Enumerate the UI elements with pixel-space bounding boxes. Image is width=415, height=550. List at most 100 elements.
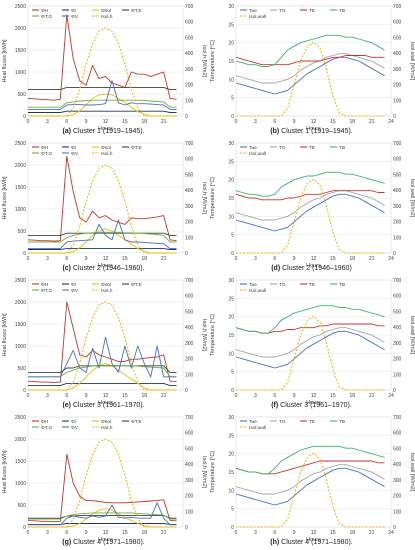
y-tick-label: 1000 bbox=[15, 207, 26, 213]
y2-tick-label: 0 bbox=[185, 388, 188, 394]
legend-label: Φsol bbox=[101, 145, 111, 151]
y2-tick-label: 400 bbox=[393, 325, 402, 331]
legend-label: TG bbox=[279, 8, 286, 14]
series-line-v bbox=[28, 219, 177, 250]
y2-tick-label: 500 bbox=[393, 172, 402, 178]
series-line-tb bbox=[235, 445, 385, 475]
y2-axis-label: Isol,wall [W/m2] bbox=[409, 316, 415, 355]
legend-label: ΦV bbox=[71, 14, 79, 20]
x-tick-label: 18 bbox=[349, 393, 355, 399]
y-tick-label: 5 bbox=[231, 233, 234, 239]
legend-label: Φi bbox=[71, 282, 76, 288]
x-tick-label: 15 bbox=[330, 256, 336, 262]
y-tick-label: 2000 bbox=[15, 437, 26, 443]
series-line-tg bbox=[28, 512, 177, 520]
legend-label: Φi bbox=[71, 419, 76, 425]
caption-label: (b) bbox=[270, 128, 279, 135]
y2-tick-label: 0 bbox=[185, 525, 188, 531]
caption-label: (a) bbox=[62, 128, 71, 135]
y-tick-label: 20 bbox=[228, 452, 234, 458]
legend-label: TE bbox=[309, 8, 315, 14]
x-tick-label: 6 bbox=[65, 256, 68, 262]
series-line-v bbox=[28, 80, 177, 110]
y2-tick-label: 0 bbox=[393, 388, 396, 394]
y-tick-label: 5 bbox=[231, 370, 234, 376]
x-tick-label: 9 bbox=[85, 530, 88, 536]
y-tick-label: 2500 bbox=[15, 141, 26, 147]
y-tick-label: 25 bbox=[228, 22, 234, 28]
x-tick-label: 6 bbox=[273, 119, 276, 125]
caption-text: Cluster 2 (1946–1960). bbox=[71, 265, 145, 272]
y2-tick-label: 100 bbox=[185, 98, 194, 104]
y2-tick-label: 300 bbox=[185, 67, 194, 73]
legend-label: Φsol bbox=[101, 282, 111, 288]
y2-axis-label: Isol,wall [W/m2] bbox=[409, 453, 415, 492]
series-line-tg bbox=[235, 327, 385, 358]
caption-label: (g) bbox=[62, 539, 71, 546]
y-tick-label: 25 bbox=[228, 296, 234, 302]
legend-label: Φi bbox=[71, 8, 76, 14]
y2-axis-label: Isol,h [W/m2] bbox=[201, 456, 207, 489]
x-axis-label: Hours bbox=[306, 263, 321, 269]
legend-label: Tae bbox=[249, 145, 257, 151]
y-tick-label: 15 bbox=[228, 59, 234, 65]
y2-tick-label: 200 bbox=[185, 494, 194, 500]
x-tick-label: 24 bbox=[388, 393, 394, 399]
x-tick-label: 18 bbox=[349, 256, 355, 262]
x-tick-label: 15 bbox=[330, 393, 336, 399]
x-tick-label: 12 bbox=[311, 256, 317, 262]
legend: ΦH Φi Φsol ΦT,E ΦT,G ΦV Isol,h bbox=[32, 419, 142, 431]
y-tick-label: 30 bbox=[228, 278, 234, 284]
y2-tick-label: 300 bbox=[185, 204, 194, 210]
x-tick-label: 9 bbox=[293, 530, 296, 536]
y2-tick-label: 600 bbox=[393, 431, 402, 437]
y2-tick-label: 200 bbox=[185, 83, 194, 89]
series-line-tg bbox=[28, 99, 177, 108]
x-tick-label: 18 bbox=[141, 119, 147, 125]
legend-label: Isol,wall bbox=[249, 151, 266, 157]
legend-label: ΦT,E bbox=[131, 145, 142, 151]
y-tick-label: 25 bbox=[228, 159, 234, 165]
legend-label: ΦT,G bbox=[41, 425, 53, 431]
series-line-isolwall bbox=[236, 178, 385, 254]
y2-tick-label: 300 bbox=[393, 67, 402, 73]
y-tick-label: 10 bbox=[228, 214, 234, 220]
y-tick-label: 2500 bbox=[15, 4, 26, 10]
x-tick-label: 6 bbox=[65, 530, 68, 536]
plot-area bbox=[27, 279, 184, 391]
series-line-isolh bbox=[28, 438, 177, 528]
y-axis-label: Heat fluxes [kWh] bbox=[2, 176, 8, 220]
y-axis-label: Temperature [°C] bbox=[210, 177, 216, 219]
legend-label: TB bbox=[339, 8, 345, 14]
x-tick-label: 3 bbox=[46, 530, 49, 536]
y2-tick-label: 200 bbox=[393, 494, 402, 500]
y2-tick-label: 400 bbox=[393, 51, 402, 57]
y2-tick-label: 200 bbox=[393, 357, 402, 363]
y-tick-label: 500 bbox=[18, 229, 27, 235]
x-tick-label: 6 bbox=[65, 393, 68, 399]
x-tick-label: 0 bbox=[235, 393, 238, 399]
x-tick-label: 15 bbox=[122, 530, 128, 536]
series-line-tae bbox=[235, 467, 385, 506]
y2-axis-label: Isol,wall [W/m2] bbox=[409, 179, 415, 218]
series-line-tb bbox=[235, 171, 385, 197]
legend-label: TE bbox=[309, 145, 315, 151]
legend-label: ΦV bbox=[71, 151, 79, 157]
legend-label: ΦT,G bbox=[41, 288, 53, 294]
caption-text: Cluster 1 (1919–1945). bbox=[279, 128, 353, 135]
series-line-tg bbox=[235, 464, 385, 495]
y2-tick-label: 200 bbox=[393, 220, 402, 226]
legend-label: TG bbox=[279, 282, 286, 288]
y-tick-label: 10 bbox=[228, 351, 234, 357]
y-tick-label: 20 bbox=[228, 41, 234, 47]
x-tick-label: 21 bbox=[161, 530, 167, 536]
y-tick-label: 5 bbox=[231, 507, 234, 513]
legend-label: ΦV bbox=[71, 425, 79, 431]
series-line-te bbox=[28, 232, 177, 236]
series-line-isolh bbox=[28, 301, 177, 391]
legend-label: Isol,wall bbox=[249, 288, 266, 294]
series-line-v bbox=[28, 502, 177, 526]
caption-text: Cluster 3 (1961–1970). bbox=[278, 402, 352, 409]
y2-tick-label: 300 bbox=[185, 478, 194, 484]
y-tick-label: 500 bbox=[18, 92, 27, 98]
